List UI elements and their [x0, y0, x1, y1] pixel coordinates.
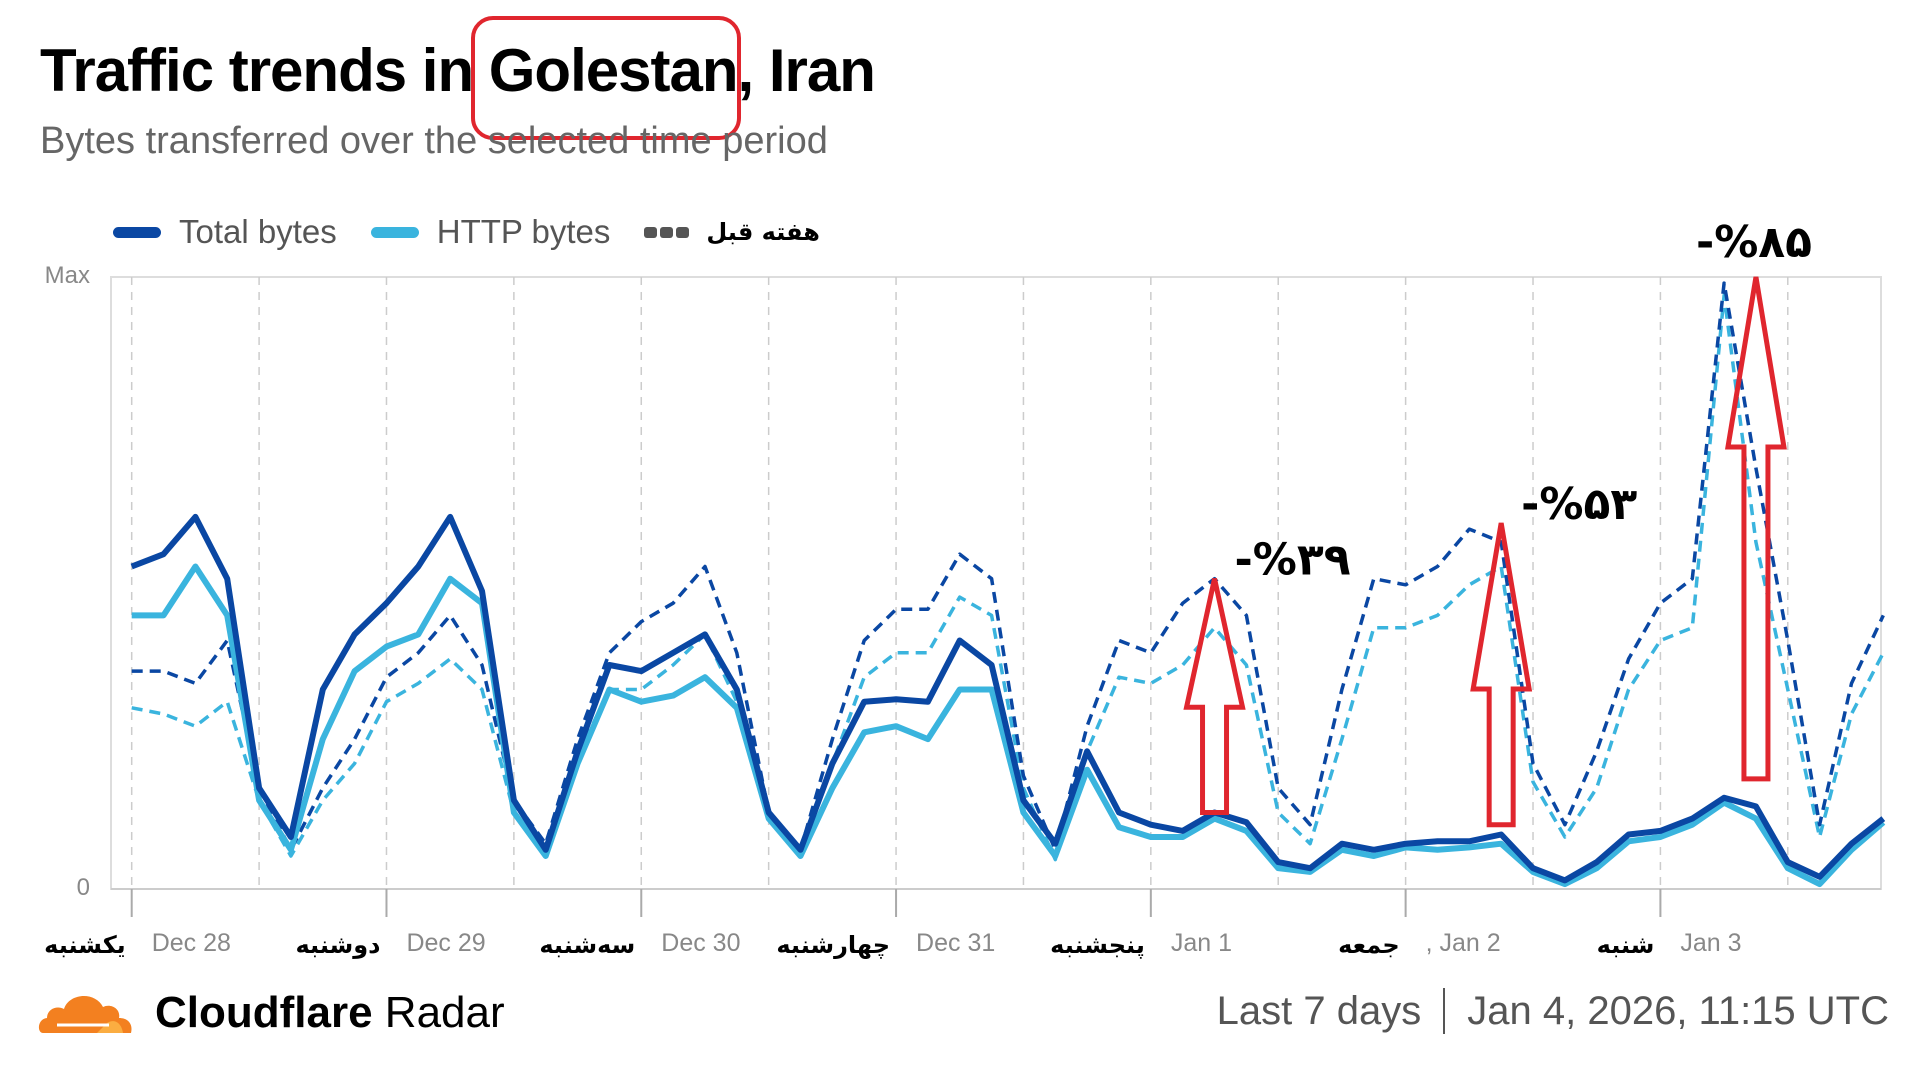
x-tick-day-label: چهارشنبه [776, 931, 891, 959]
y-tick-label: Max [45, 262, 90, 289]
x-tick-day-label: یکشنبه [44, 931, 126, 959]
x-tick-date-label: , Jan 2 [1425, 929, 1501, 957]
red-arrow-annotation-icon [1470, 522, 1533, 828]
legend-label: Total bytes [179, 213, 337, 250]
annotation-label: -%۸۵ [1696, 217, 1812, 268]
time-range: Last 7 days [1216, 988, 1422, 1033]
red-arrow-annotation-icon [1725, 276, 1787, 782]
page-title: Traffic trends in Golestan, Iran [40, 36, 876, 105]
legend-swatch-total-icon [113, 226, 161, 238]
timestamp: Jan 4, 2026, 11:15 UTC [1467, 988, 1889, 1033]
x-tick-date-label: Dec 30 [661, 929, 741, 957]
brand-name: Cloudflare Radar [155, 988, 505, 1038]
x-tick-date-label: Dec 28 [151, 929, 231, 957]
x-tick-day-label: دوشنبه [295, 931, 381, 959]
red-arrow-annotation-icon [1183, 578, 1246, 815]
title-suffix: , Iran [737, 37, 876, 104]
brand-light: Radar [372, 988, 505, 1037]
brand-bold: Cloudflare [155, 988, 373, 1037]
annotation-label: -%۵۳ [1521, 479, 1637, 530]
legend-item-previous-week[interactable]: هفته قبل [644, 218, 820, 246]
annotation-label: -%۳۹ [1235, 535, 1351, 586]
x-tick-day-label: جمعه [1338, 931, 1400, 959]
legend-item-total-bytes[interactable]: Total bytes [113, 213, 337, 251]
series-line-total-bytes [130, 513, 1886, 884]
highlight-box-annotation [471, 16, 741, 140]
legend-label: HTTP bytes [436, 213, 611, 250]
legend-item-http-bytes[interactable]: HTTP bytes [370, 213, 611, 251]
x-tick-day-label: پنجشنبه [1050, 931, 1145, 959]
x-tick-day-label: سه‌شنبه [539, 931, 636, 959]
x-tick-day-label: شنبه [1596, 931, 1655, 959]
cloudflare-logo [37, 985, 137, 1035]
divider [1443, 988, 1446, 1034]
x-tick-date-label: Dec 29 [406, 929, 486, 957]
chart-legend: Total bytes HTTP bytes هفته قبل [113, 210, 854, 254]
series-line-prev-week-total-bytes [131, 281, 1885, 852]
x-tick-date-label: Jan 3 [1680, 929, 1742, 957]
legend-label: هفته قبل [706, 218, 820, 246]
page-subtitle: Bytes transferred over the selected time… [40, 120, 828, 162]
series-line-prev-week-http-bytes [131, 293, 1885, 862]
x-tick-date-label: Jan 1 [1170, 929, 1232, 957]
series-line-http-bytes [131, 563, 1886, 888]
plot-frame [110, 276, 1882, 890]
x-tick-date-label: Dec 31 [916, 929, 996, 957]
title-region: Golestan [488, 37, 739, 104]
cloud-icon [38, 995, 132, 1033]
legend-swatch-http-icon [370, 226, 419, 238]
title-prefix: Traffic trends in [40, 37, 489, 104]
y-tick-label: 0 [77, 874, 90, 901]
legend-swatch-dashed-icon [644, 226, 692, 238]
footer-meta: Last 7 days Jan 4, 2026, 11:15 UTC [1217, 988, 1889, 1034]
